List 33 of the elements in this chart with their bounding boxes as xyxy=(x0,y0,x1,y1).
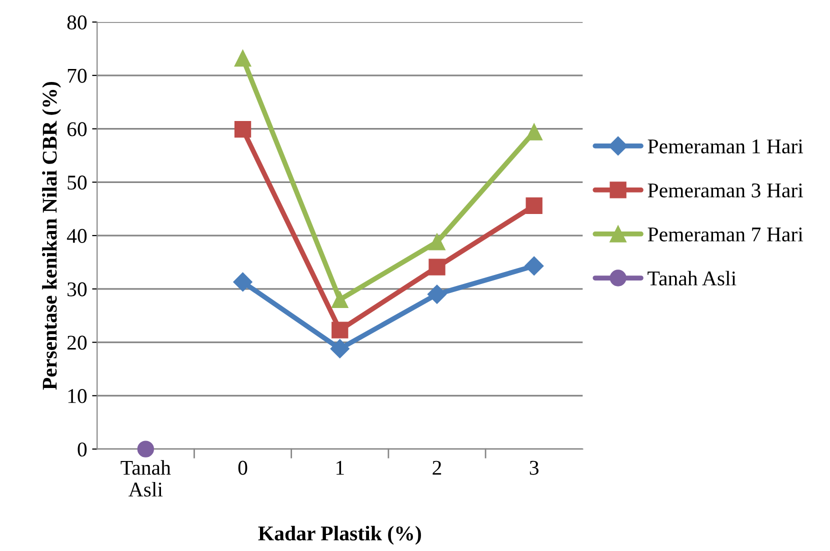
point xyxy=(137,440,154,458)
y-tick-label: 30 xyxy=(68,282,87,296)
x-tick-label: 1 xyxy=(336,460,344,475)
y-tick-label: 20 xyxy=(67,336,87,350)
y-tick-label: 40 xyxy=(66,228,87,243)
y-axis-title: Persentase kenikan Nilai CBR (%) xyxy=(42,82,61,390)
point xyxy=(427,284,447,304)
point xyxy=(526,124,542,140)
point xyxy=(526,197,542,214)
point xyxy=(524,256,544,276)
x-axis-title: Kadar Plastik (%) xyxy=(258,526,421,545)
point xyxy=(234,50,252,67)
point xyxy=(233,272,252,292)
legend-label: Pemeraman 3 Hari xyxy=(648,183,804,198)
point xyxy=(234,120,252,138)
y-tick-label: 80 xyxy=(67,15,87,30)
x-tick-label: 3 xyxy=(530,460,538,475)
legend-label: Pemeraman 7 Hari xyxy=(648,227,804,242)
point xyxy=(332,322,348,338)
point xyxy=(330,339,350,358)
x-tick-label: 2 xyxy=(432,460,442,475)
y-tick-label: 50 xyxy=(68,176,87,190)
y-tick-label: 70 xyxy=(68,68,87,83)
x-tick-label: Tanah Asli xyxy=(120,460,171,497)
legend-label: Tanah Asli xyxy=(648,270,736,286)
point xyxy=(332,291,348,308)
y-tick-label: 60 xyxy=(67,122,87,136)
y-tick-label: 0 xyxy=(78,442,87,456)
point xyxy=(428,258,446,276)
point xyxy=(428,234,446,250)
legend-label: Pemeraman 1 Hari xyxy=(648,139,804,154)
y-tick-label: 10 xyxy=(68,389,87,404)
x-tick-label: 0 xyxy=(238,460,248,475)
